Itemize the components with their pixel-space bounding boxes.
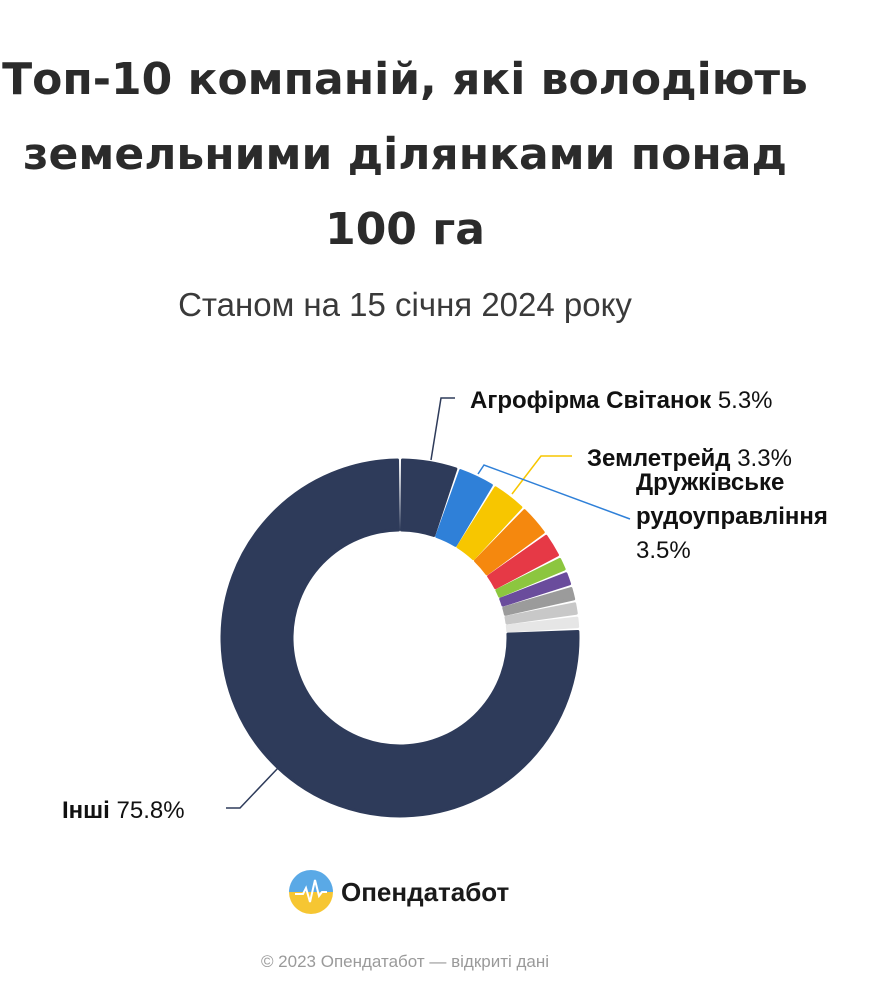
leader-line-druzhkivske (477, 464, 631, 520)
label-inshi: Інші 75.8% (62, 797, 185, 824)
brand-logo: Опендатабот (289, 870, 509, 914)
label-svitanok-value: 5.3% (718, 387, 773, 414)
label-zemletreid-value: 3.3% (737, 445, 792, 472)
label-inshi-name: Інші (62, 797, 110, 824)
brand-name: Опендатабот (341, 876, 510, 907)
footer-copyright: © 2023 Опендатабот — відкриті дані (260, 952, 550, 971)
chart-title-line-3: 100 га (325, 204, 485, 255)
leader-line-svitanok (430, 397, 455, 461)
label-inshi-value: 75.8% (117, 797, 185, 824)
donut-slice-10 (505, 616, 580, 633)
donut-slices (220, 458, 580, 818)
donut-slice-4 (474, 509, 545, 576)
label-zemletreid-name: Землетрейд (587, 445, 731, 472)
label-svitanok-name: Агрофірма Світанок (470, 387, 712, 414)
donut-slice-7 (499, 572, 572, 607)
donut-slice-11 (220, 458, 580, 818)
opendatabot-logo-icon (289, 870, 333, 914)
donut-slice-3 (456, 486, 523, 561)
donut-slice-8 (502, 587, 576, 616)
label-druzhkivske-name-line-1: Дружківське (636, 469, 784, 496)
label-zemletreid: Землетрейд 3.3% (587, 445, 792, 472)
label-druzhkivske-name-line-2: рудоуправління (636, 503, 828, 530)
donut-chart: Агрофірма Світанок 5.3% Землетрейд 3.3% … (62, 387, 835, 824)
chart-title-line-1: Топ-10 компаній, які володіють (2, 54, 808, 105)
label-svitanok: Агрофірма Світанок 5.3% (470, 387, 773, 414)
chart-subtitle: Станом на 15 січня 2024 року (178, 286, 632, 323)
label-druzhkivske: Дружківське рудоуправління 3.5% (636, 469, 835, 564)
chart-title: Топ-10 компаній, які володіють земельним… (0, 42, 810, 267)
donut-slice-5 (487, 534, 559, 590)
label-druzhkivske-value: 3.5% (636, 537, 691, 564)
leader-line-zemletreid (511, 455, 572, 495)
chart-title-line-2: земельними ділянками понад (22, 129, 788, 180)
donut-slice-2 (435, 469, 493, 547)
donut-slice-1 (400, 458, 458, 537)
donut-slice-9 (504, 602, 578, 625)
donut-slice-6 (495, 557, 566, 598)
leader-lines (226, 397, 631, 809)
leader-line-inshi (226, 767, 279, 809)
